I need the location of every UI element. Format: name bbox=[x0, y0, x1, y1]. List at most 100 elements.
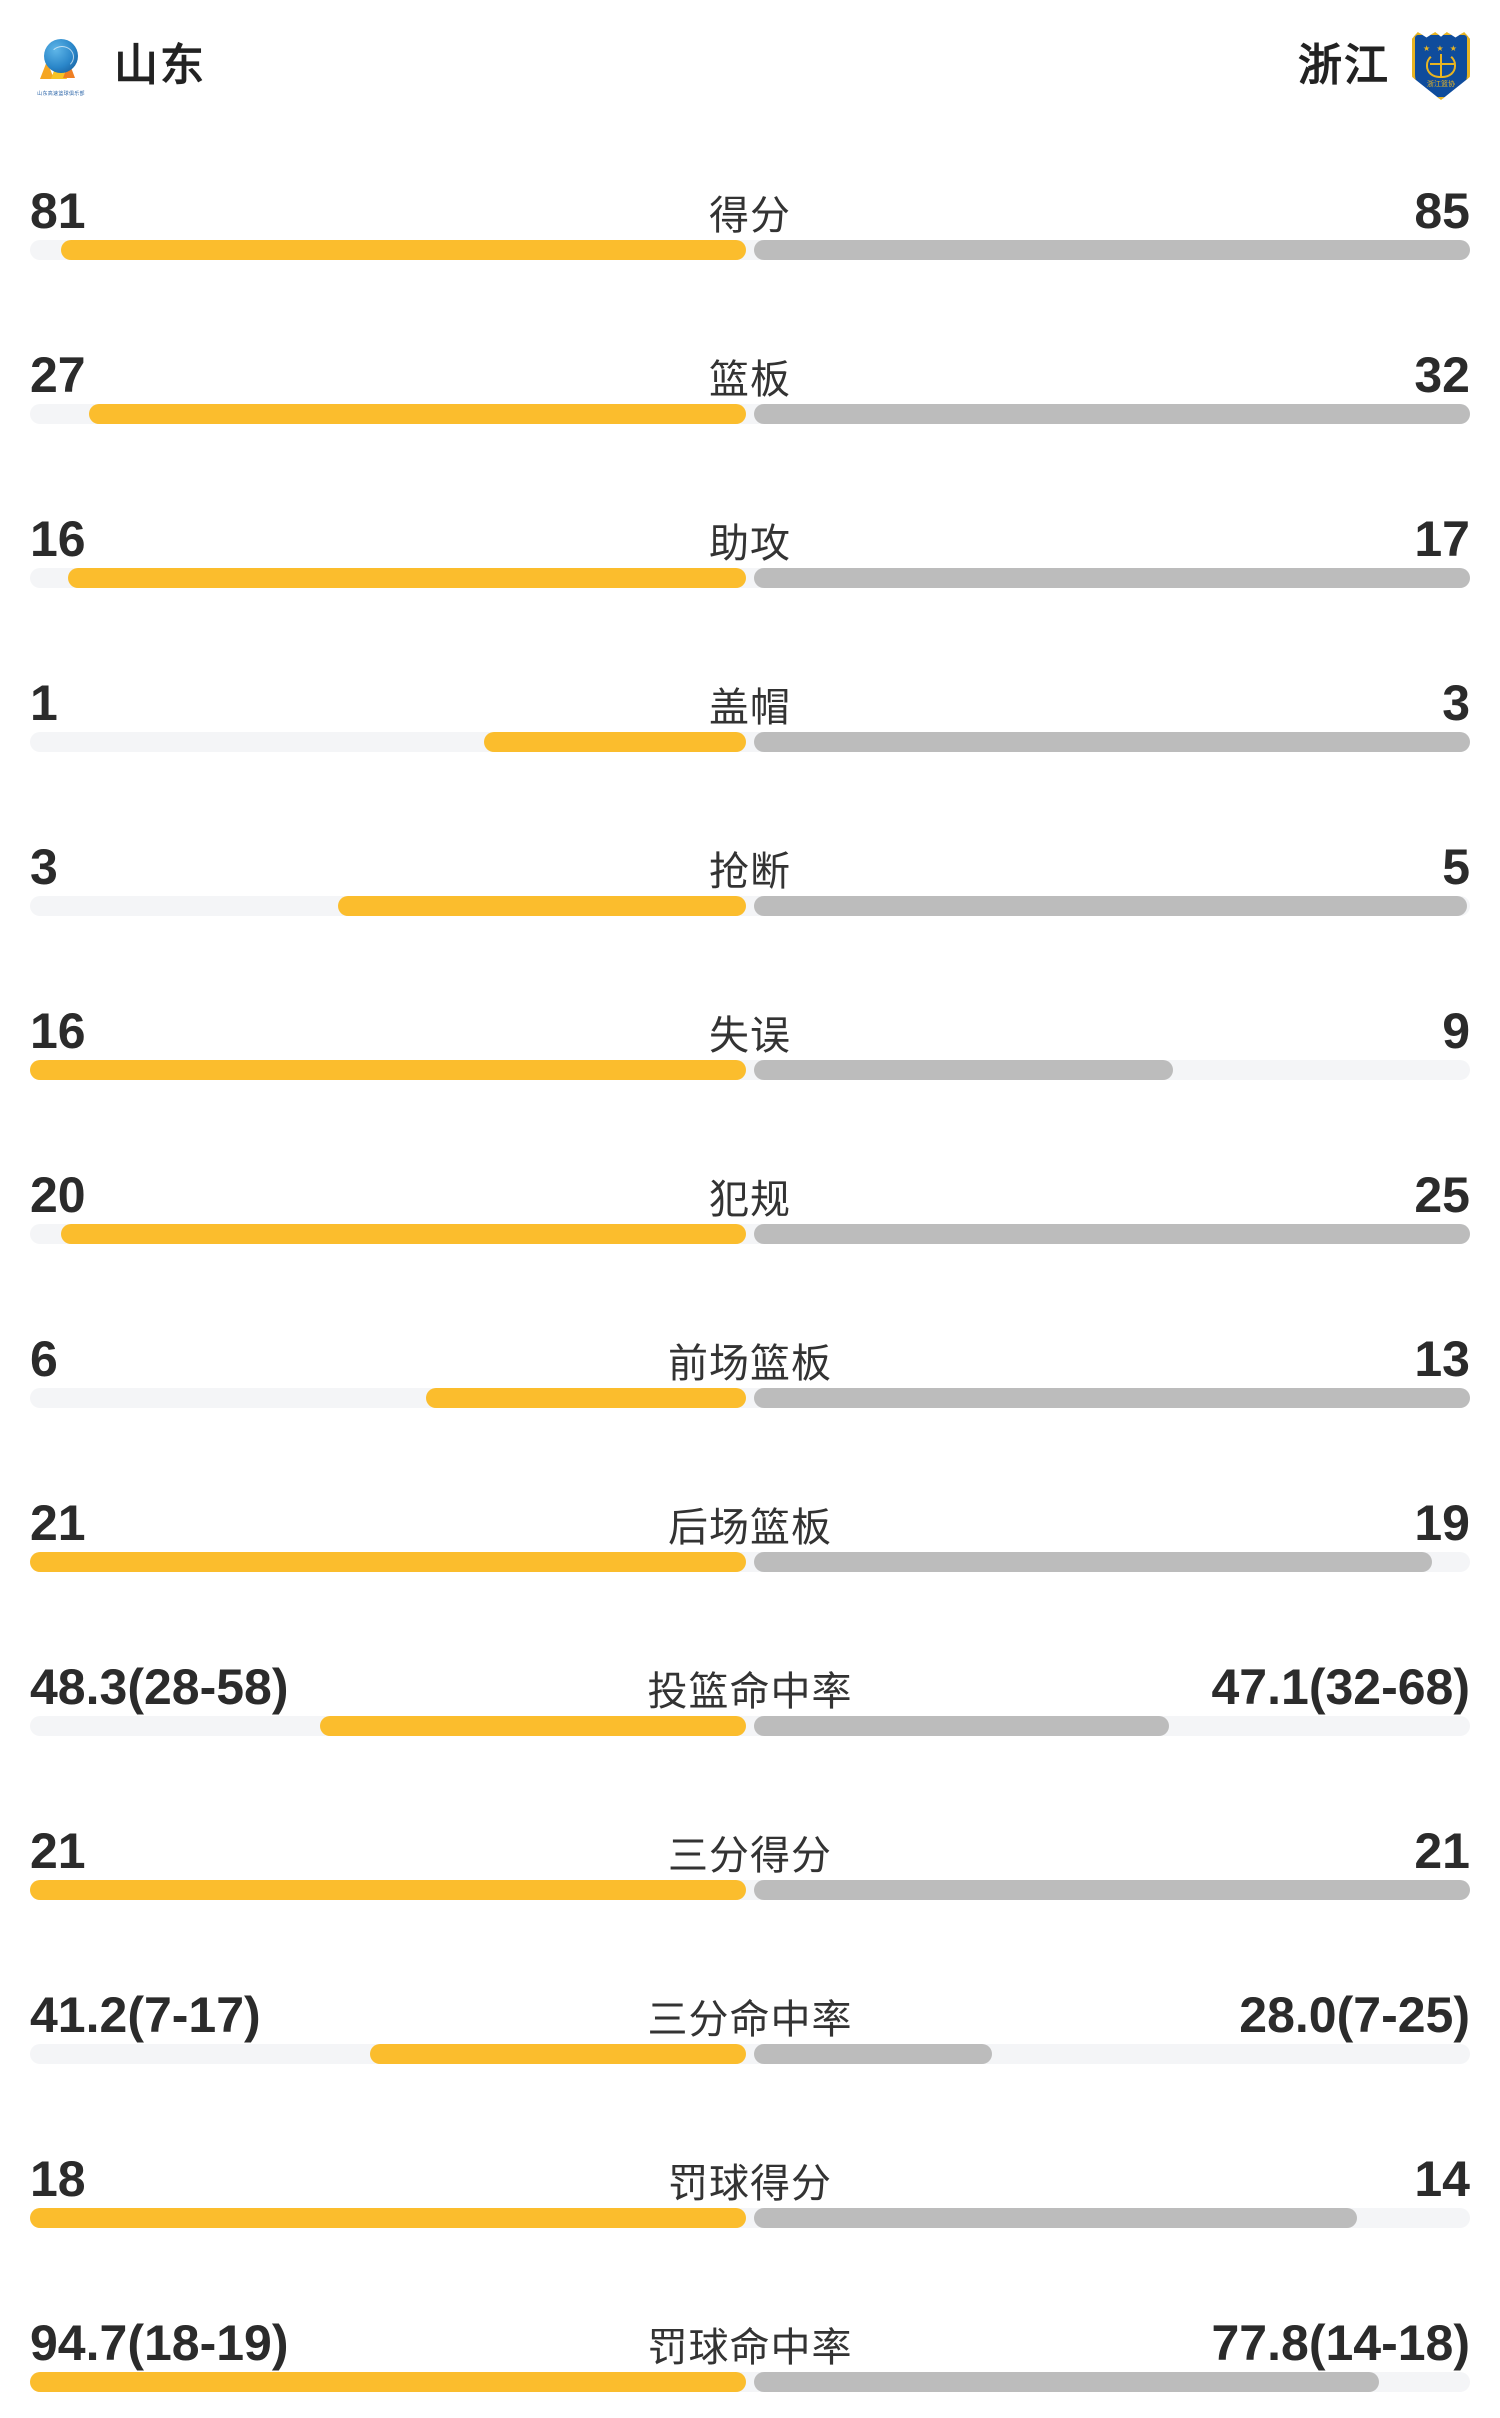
away-stat-value: 21 bbox=[1414, 1823, 1470, 1879]
home-logo-caption: 山东高速篮球俱乐部 bbox=[37, 91, 85, 97]
away-stat-value: 5 bbox=[1442, 839, 1470, 895]
home-team-name: 山东 bbox=[114, 41, 206, 90]
away-bar-fill bbox=[754, 1552, 1433, 1572]
stat-bar-track bbox=[30, 1060, 1470, 1080]
stat-bar-track bbox=[30, 2044, 1470, 2064]
globe-icon bbox=[44, 39, 78, 73]
home-stat-value: 21 bbox=[30, 1495, 86, 1551]
home-stat-value: 3 bbox=[30, 839, 58, 895]
stat-label: 抢断 bbox=[709, 850, 791, 894]
away-stat-value: 3 bbox=[1442, 675, 1470, 731]
stat-row: 41.2(7-17) 三分命中率 28.0(7-25) bbox=[0, 1926, 1500, 2090]
stat-label: 后场篮板 bbox=[668, 1506, 832, 1550]
stat-row-values: 21 三分得分 21 bbox=[30, 1762, 1470, 1880]
away-bar-fill bbox=[754, 1880, 1470, 1900]
stat-row: 20 犯规 25 bbox=[0, 1106, 1500, 1270]
stat-bar-track bbox=[30, 2208, 1470, 2228]
home-bar-fill bbox=[338, 896, 746, 916]
stat-row-values: 20 犯规 25 bbox=[30, 1106, 1470, 1224]
stat-row-values: 27 篮板 32 bbox=[30, 286, 1470, 404]
stat-label: 犯规 bbox=[709, 1178, 791, 1222]
stat-row-values: 16 失误 9 bbox=[30, 942, 1470, 1060]
stat-bar-track bbox=[30, 1880, 1470, 1900]
away-bar-fill bbox=[754, 2208, 1358, 2228]
home-stat-value: 41.2(7-17) bbox=[30, 1987, 261, 2043]
home-stat-value: 20 bbox=[30, 1167, 86, 1223]
home-bar-fill bbox=[89, 404, 746, 424]
away-logo-caption: 浙江篮协 bbox=[1427, 81, 1455, 88]
away-bar-fill bbox=[754, 568, 1470, 588]
home-stat-value: 81 bbox=[30, 183, 86, 239]
stat-row: 27 篮板 32 bbox=[0, 286, 1500, 450]
home-stat-value: 18 bbox=[30, 2151, 86, 2207]
stat-bar-track bbox=[30, 240, 1470, 260]
stat-row-values: 18 罚球得分 14 bbox=[30, 2090, 1470, 2208]
stat-bar-track bbox=[30, 896, 1470, 916]
away-bar-fill bbox=[754, 2372, 1379, 2392]
header: 山东高速篮球俱乐部 山东 浙江 ★ ★ ★ 浙江篮协 bbox=[0, 0, 1500, 108]
away-stat-value: 47.1(32-68) bbox=[1211, 1659, 1471, 1715]
home-stat-value: 48.3(28-58) bbox=[30, 1659, 289, 1715]
logo-stars: ★ ★ ★ bbox=[1423, 43, 1459, 53]
stat-rows-container: 81 得分 85 27 篮板 32 16 助攻 17 1 盖帽 3 3 抢断 5 16 失误 9 20 犯规 25 6 前场… bbox=[0, 108, 1500, 2418]
stat-row: 21 后场篮板 19 bbox=[0, 1434, 1500, 1598]
stat-row: 21 三分得分 21 bbox=[0, 1762, 1500, 1926]
home-stat-value: 27 bbox=[30, 347, 86, 403]
home-stat-value: 1 bbox=[30, 675, 58, 731]
stat-bar-track bbox=[30, 1552, 1470, 1572]
stat-row: 6 前场篮板 13 bbox=[0, 1270, 1500, 1434]
stat-row: 16 失误 9 bbox=[0, 942, 1500, 1106]
home-bar-fill bbox=[67, 568, 746, 588]
away-bar-fill bbox=[754, 1060, 1174, 1080]
stat-bar-track bbox=[30, 732, 1470, 752]
stat-row: 81 得分 85 bbox=[0, 122, 1500, 286]
stat-label: 罚球得分 bbox=[668, 2162, 832, 2206]
away-team-name: 浙江 bbox=[1298, 41, 1390, 90]
away-stat-value: 28.0(7-25) bbox=[1239, 1987, 1470, 2043]
stat-label: 盖帽 bbox=[709, 686, 791, 730]
away-bar-fill bbox=[754, 1224, 1470, 1244]
away-stat-value: 9 bbox=[1442, 1003, 1470, 1059]
stat-row-values: 6 前场篮板 13 bbox=[30, 1270, 1470, 1388]
away-stat-value: 25 bbox=[1414, 1167, 1470, 1223]
home-bar-fill bbox=[30, 1060, 746, 1080]
away-bar-fill bbox=[754, 1388, 1470, 1408]
stat-bar-track bbox=[30, 1388, 1470, 1408]
stat-row-values: 48.3(28-58) 投篮命中率 47.1(32-68) bbox=[30, 1598, 1470, 1716]
stat-label: 投篮命中率 bbox=[647, 1670, 853, 1714]
away-stat-value: 32 bbox=[1414, 347, 1470, 403]
home-bar-fill bbox=[60, 1224, 746, 1244]
stat-row-values: 81 得分 85 bbox=[30, 122, 1470, 240]
stat-row-values: 3 抢断 5 bbox=[30, 778, 1470, 896]
stat-row: 1 盖帽 3 bbox=[0, 614, 1500, 778]
home-bar-fill bbox=[426, 1388, 746, 1408]
shandong-team-logo-icon: 山东高速篮球俱乐部 bbox=[30, 35, 92, 97]
home-stat-value: 6 bbox=[30, 1331, 58, 1387]
away-stat-value: 13 bbox=[1414, 1331, 1470, 1387]
basketball-icon bbox=[1426, 52, 1456, 79]
stat-label: 得分 bbox=[709, 194, 791, 238]
stat-bar-track bbox=[30, 404, 1470, 424]
away-stat-value: 17 bbox=[1414, 511, 1470, 567]
home-bar-fill bbox=[60, 240, 746, 260]
home-stat-value: 21 bbox=[30, 1823, 86, 1879]
stat-label: 助攻 bbox=[709, 522, 791, 566]
away-bar-fill bbox=[754, 404, 1470, 424]
away-bar-fill bbox=[754, 896, 1467, 916]
stat-row: 3 抢断 5 bbox=[0, 778, 1500, 942]
stat-label: 失误 bbox=[709, 1014, 791, 1058]
home-bar-fill bbox=[30, 2208, 746, 2228]
stat-bar-track bbox=[30, 1716, 1470, 1736]
home-bar-fill bbox=[30, 2372, 746, 2392]
away-stat-value: 85 bbox=[1414, 183, 1470, 239]
away-bar-fill bbox=[754, 240, 1470, 260]
stat-row: 48.3(28-58) 投篮命中率 47.1(32-68) bbox=[0, 1598, 1500, 1762]
stat-label: 罚球命中率 bbox=[647, 2326, 853, 2370]
away-bar-fill bbox=[754, 732, 1470, 752]
stat-bar-track bbox=[30, 568, 1470, 588]
stat-row-values: 41.2(7-17) 三分命中率 28.0(7-25) bbox=[30, 1926, 1470, 2044]
away-stat-value: 19 bbox=[1414, 1495, 1470, 1551]
home-bar-fill bbox=[483, 732, 746, 752]
home-stat-value: 16 bbox=[30, 1003, 86, 1059]
